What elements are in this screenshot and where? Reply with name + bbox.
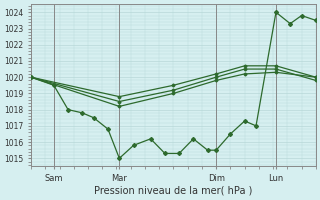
X-axis label: Pression niveau de la mer( hPa ): Pression niveau de la mer( hPa ) bbox=[94, 186, 252, 196]
